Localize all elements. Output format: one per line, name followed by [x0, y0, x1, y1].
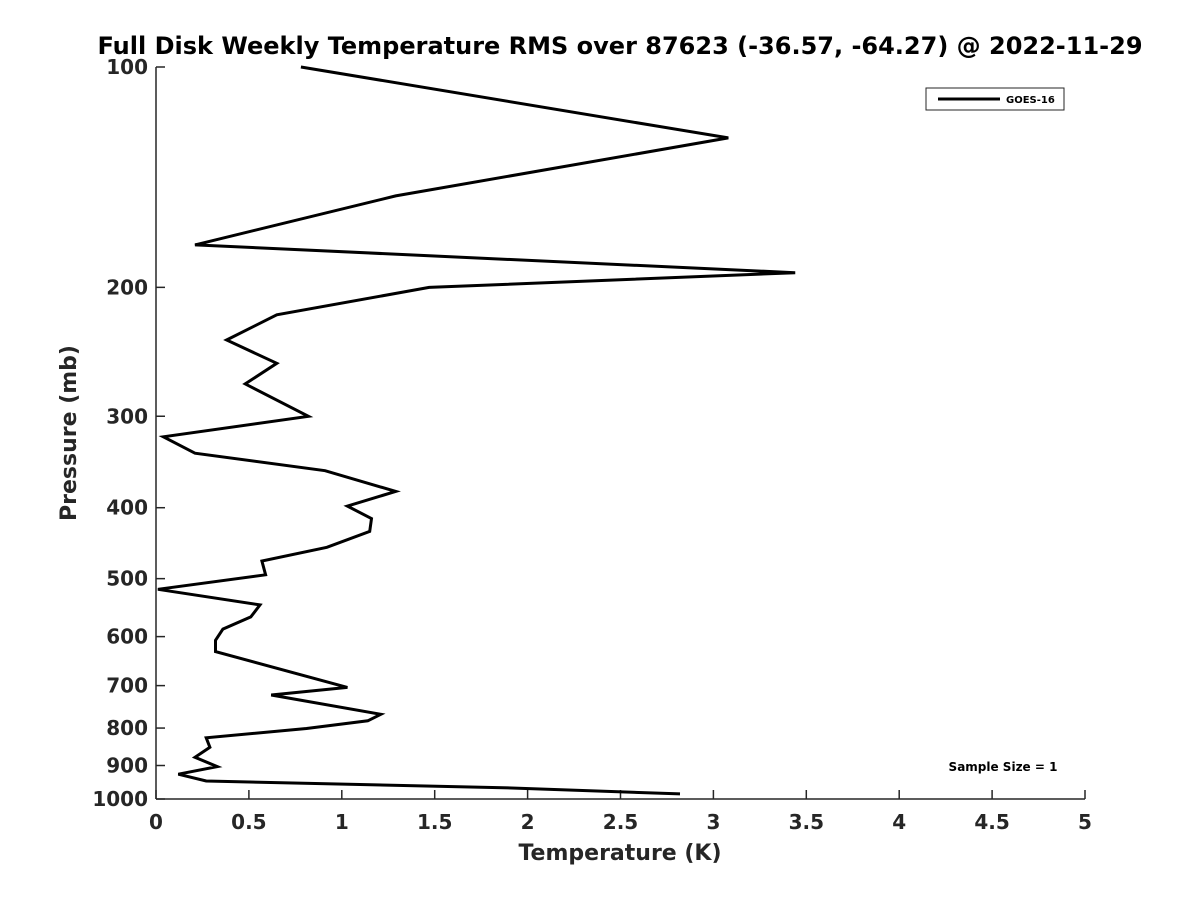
- y-tick-label: 300: [106, 404, 148, 428]
- series-line-goes-16: [157, 65, 796, 796]
- x-tick-label: 3.5: [789, 810, 824, 834]
- y-tick-label: 900: [106, 754, 148, 778]
- x-tick-label: 1.5: [417, 810, 452, 834]
- y-axis-ticks: 100 200 300 400 500 600 700 800 900 1000: [92, 55, 165, 811]
- x-tick-label: 3: [706, 810, 720, 834]
- x-tick-label: 2: [521, 810, 535, 834]
- x-tick-label: 1: [335, 810, 349, 834]
- y-axis-title: Pressure (mb): [57, 345, 82, 521]
- x-tick-label: 2.5: [603, 810, 638, 834]
- y-tick-label: 1000: [92, 787, 148, 811]
- y-tick-label: 100: [106, 55, 148, 79]
- chart-title: Full Disk Weekly Temperature RMS over 87…: [97, 32, 1142, 60]
- y-tick-label: 200: [106, 275, 148, 299]
- legend: GOES-16: [925, 87, 1065, 111]
- x-axis-ticks: 0 0.5 1 1.5 2 2.5 3 3.5 4 4.5 5: [149, 790, 1092, 834]
- y-tick-label: 400: [106, 496, 148, 520]
- x-axis-title: Temperature (K): [518, 841, 721, 866]
- x-tick-label: 4: [892, 810, 906, 834]
- y-tick-label: 600: [106, 625, 148, 649]
- y-tick-label: 700: [106, 674, 148, 698]
- x-tick-label: 0: [149, 810, 163, 834]
- y-tick-label: 800: [106, 716, 148, 740]
- y-tick-label: 500: [106, 567, 148, 591]
- legend-series-label: GOES-16: [1006, 95, 1055, 106]
- x-tick-label: 0.5: [231, 810, 266, 834]
- plot-area: [156, 67, 1085, 799]
- x-tick-label: 4.5: [974, 810, 1009, 834]
- x-tick-label: 5: [1078, 810, 1092, 834]
- series-layer: [157, 65, 796, 796]
- sample-size-annotation: Sample Size = 1: [949, 760, 1058, 774]
